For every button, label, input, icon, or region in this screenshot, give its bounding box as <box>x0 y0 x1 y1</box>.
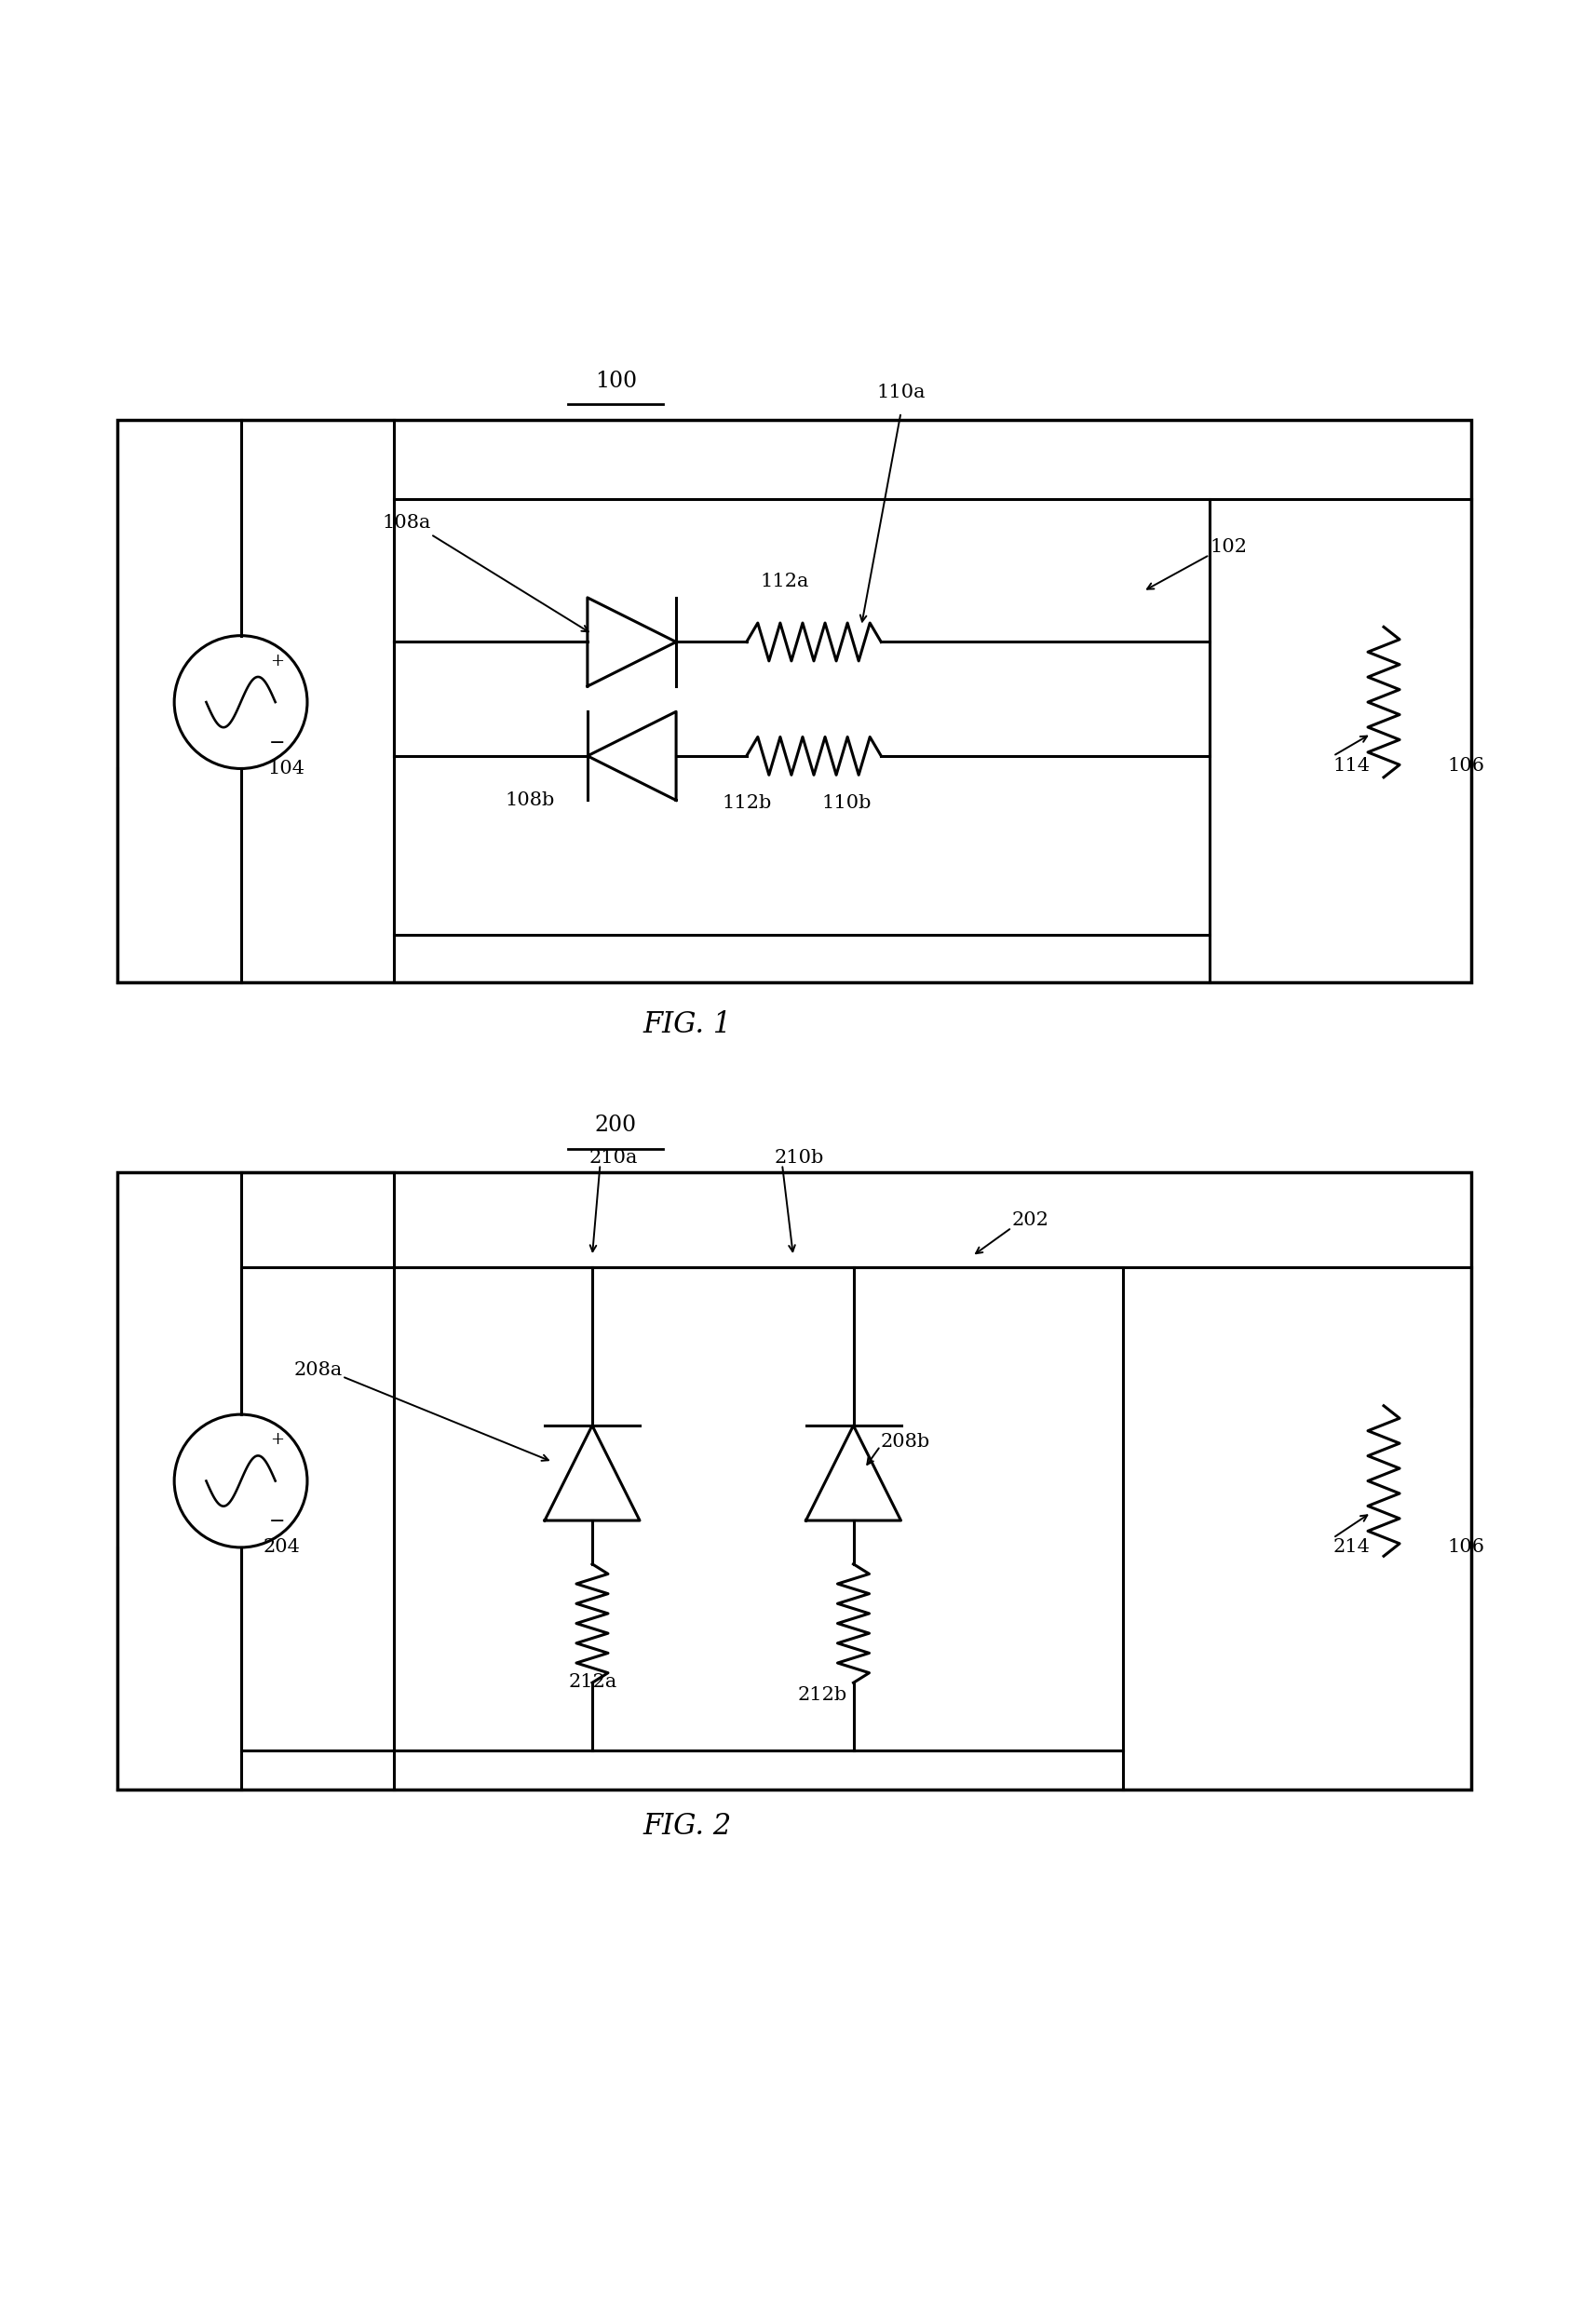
Bar <box>117 1171 1472 1789</box>
Text: 100: 100 <box>595 370 637 393</box>
Text: 200: 200 <box>595 1114 637 1135</box>
Text: −: − <box>270 1514 286 1532</box>
Text: 110b: 110b <box>822 795 871 813</box>
Text: −: − <box>270 735 286 751</box>
Text: 110a: 110a <box>876 384 926 402</box>
Text: 108b: 108b <box>504 792 555 809</box>
Text: 214: 214 <box>1333 1539 1371 1557</box>
Text: 106: 106 <box>1448 1539 1484 1557</box>
Text: FIG. 2: FIG. 2 <box>643 1812 731 1840</box>
Text: 114: 114 <box>1333 756 1371 774</box>
Bar <box>394 1268 1122 1750</box>
Text: 208b: 208b <box>881 1433 930 1449</box>
Text: +: + <box>270 652 284 668</box>
Text: 204: 204 <box>263 1539 300 1557</box>
Text: 208a: 208a <box>294 1362 342 1378</box>
Text: 212b: 212b <box>798 1686 847 1704</box>
Text: FIG. 1: FIG. 1 <box>643 1011 731 1041</box>
Text: 202: 202 <box>1012 1211 1049 1229</box>
Text: 104: 104 <box>268 760 305 776</box>
Bar <box>117 420 1472 983</box>
Text: 210a: 210a <box>589 1148 638 1167</box>
Text: 112b: 112b <box>721 795 771 813</box>
Text: 112a: 112a <box>760 572 809 590</box>
Text: 108a: 108a <box>381 515 431 533</box>
Text: 212a: 212a <box>568 1672 618 1691</box>
Bar <box>394 498 1210 935</box>
Text: 102: 102 <box>1210 537 1246 556</box>
Text: 106: 106 <box>1448 756 1484 774</box>
Text: 210b: 210b <box>774 1148 824 1167</box>
Text: +: + <box>270 1431 284 1447</box>
